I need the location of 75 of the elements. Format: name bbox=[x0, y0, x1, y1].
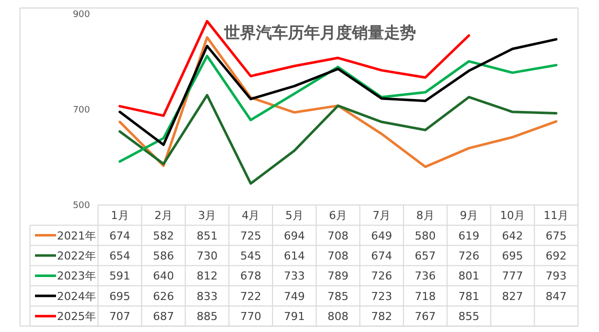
x-tick-label: 2月 bbox=[154, 209, 172, 222]
data-label: 833 bbox=[196, 290, 218, 303]
x-tick-label: 4月 bbox=[242, 209, 260, 222]
data-label: 642 bbox=[502, 229, 524, 242]
data-label: 619 bbox=[458, 229, 480, 242]
x-tick-label: 7月 bbox=[372, 209, 391, 222]
data-label: 695 bbox=[502, 250, 524, 262]
data-label: 726 bbox=[458, 250, 480, 262]
data-label: 678 bbox=[240, 270, 262, 283]
legend-label: 2022年 bbox=[57, 250, 96, 262]
x-tick-label: 9月 bbox=[460, 209, 478, 222]
data-label: 767 bbox=[414, 310, 436, 324]
x-tick-label: 8月 bbox=[416, 209, 434, 222]
data-label: 657 bbox=[414, 250, 436, 262]
data-label: 722 bbox=[240, 290, 262, 303]
y-tick-label: 700 bbox=[72, 106, 90, 116]
data-label: 695 bbox=[109, 290, 130, 303]
data-label: 580 bbox=[414, 229, 436, 242]
y-tick-label: 900 bbox=[72, 10, 90, 20]
data-label: 723 bbox=[371, 290, 392, 303]
data-label: 726 bbox=[371, 270, 392, 283]
data-label: 708 bbox=[328, 229, 348, 242]
data-label: 793 bbox=[546, 270, 567, 283]
data-label: 791 bbox=[284, 310, 305, 324]
data-label: 781 bbox=[458, 290, 480, 303]
data-label: 736 bbox=[414, 270, 436, 283]
legend-label: 2021年 bbox=[57, 229, 96, 242]
data-label: 847 bbox=[546, 290, 567, 303]
data-label: 674 bbox=[371, 250, 392, 262]
data-label: 855 bbox=[458, 310, 480, 324]
data-label: 626 bbox=[152, 290, 174, 303]
legend-label: 2023年 bbox=[57, 270, 96, 283]
data-label: 708 bbox=[328, 250, 348, 262]
data-label: 545 bbox=[240, 250, 262, 262]
data-label: 851 bbox=[196, 229, 218, 242]
data-label: 749 bbox=[284, 290, 305, 303]
x-tick-label: 6月 bbox=[329, 209, 347, 222]
data-label: 730 bbox=[196, 250, 218, 262]
data-label: 789 bbox=[328, 270, 348, 283]
data-label: 801 bbox=[458, 270, 480, 283]
legend-label: 2025年 bbox=[57, 310, 96, 324]
x-tick-label: 3月 bbox=[198, 209, 216, 222]
data-label: 812 bbox=[196, 270, 218, 283]
legend-label: 2024年 bbox=[57, 290, 96, 303]
data-label: 675 bbox=[546, 229, 567, 242]
data-label: 718 bbox=[414, 290, 436, 303]
data-label: 649 bbox=[371, 229, 392, 242]
data-label: 614 bbox=[284, 250, 305, 262]
x-tick-label: 10月 bbox=[500, 209, 526, 222]
data-label: 687 bbox=[152, 310, 174, 324]
data-label: 707 bbox=[109, 310, 130, 324]
data-label: 782 bbox=[371, 310, 392, 324]
data-label: 777 bbox=[502, 270, 524, 283]
data-label: 694 bbox=[284, 229, 305, 242]
data-label: 770 bbox=[240, 310, 262, 324]
data-label: 808 bbox=[328, 310, 348, 324]
data-label: 733 bbox=[284, 270, 305, 283]
x-tick-label: 1月 bbox=[110, 209, 129, 222]
data-label: 827 bbox=[502, 290, 524, 303]
x-tick-label: 11月 bbox=[544, 209, 569, 222]
data-label: 586 bbox=[152, 250, 174, 262]
data-label: 674 bbox=[109, 229, 130, 242]
data-label: 582 bbox=[152, 229, 174, 242]
data-label: 591 bbox=[109, 270, 130, 283]
data-label: 885 bbox=[196, 310, 218, 324]
data-label: 692 bbox=[546, 250, 567, 262]
x-tick-label: 5月 bbox=[285, 209, 304, 222]
data-label: 640 bbox=[152, 270, 174, 283]
line-series bbox=[118, 94, 558, 185]
y-tick-label: 500 bbox=[72, 201, 90, 211]
line-series bbox=[118, 20, 470, 117]
data-label: 785 bbox=[328, 290, 348, 303]
data-label: 725 bbox=[240, 229, 262, 242]
data-label: 654 bbox=[109, 250, 130, 262]
text: 世界汽车历年月度销量走势 bbox=[223, 23, 416, 42]
